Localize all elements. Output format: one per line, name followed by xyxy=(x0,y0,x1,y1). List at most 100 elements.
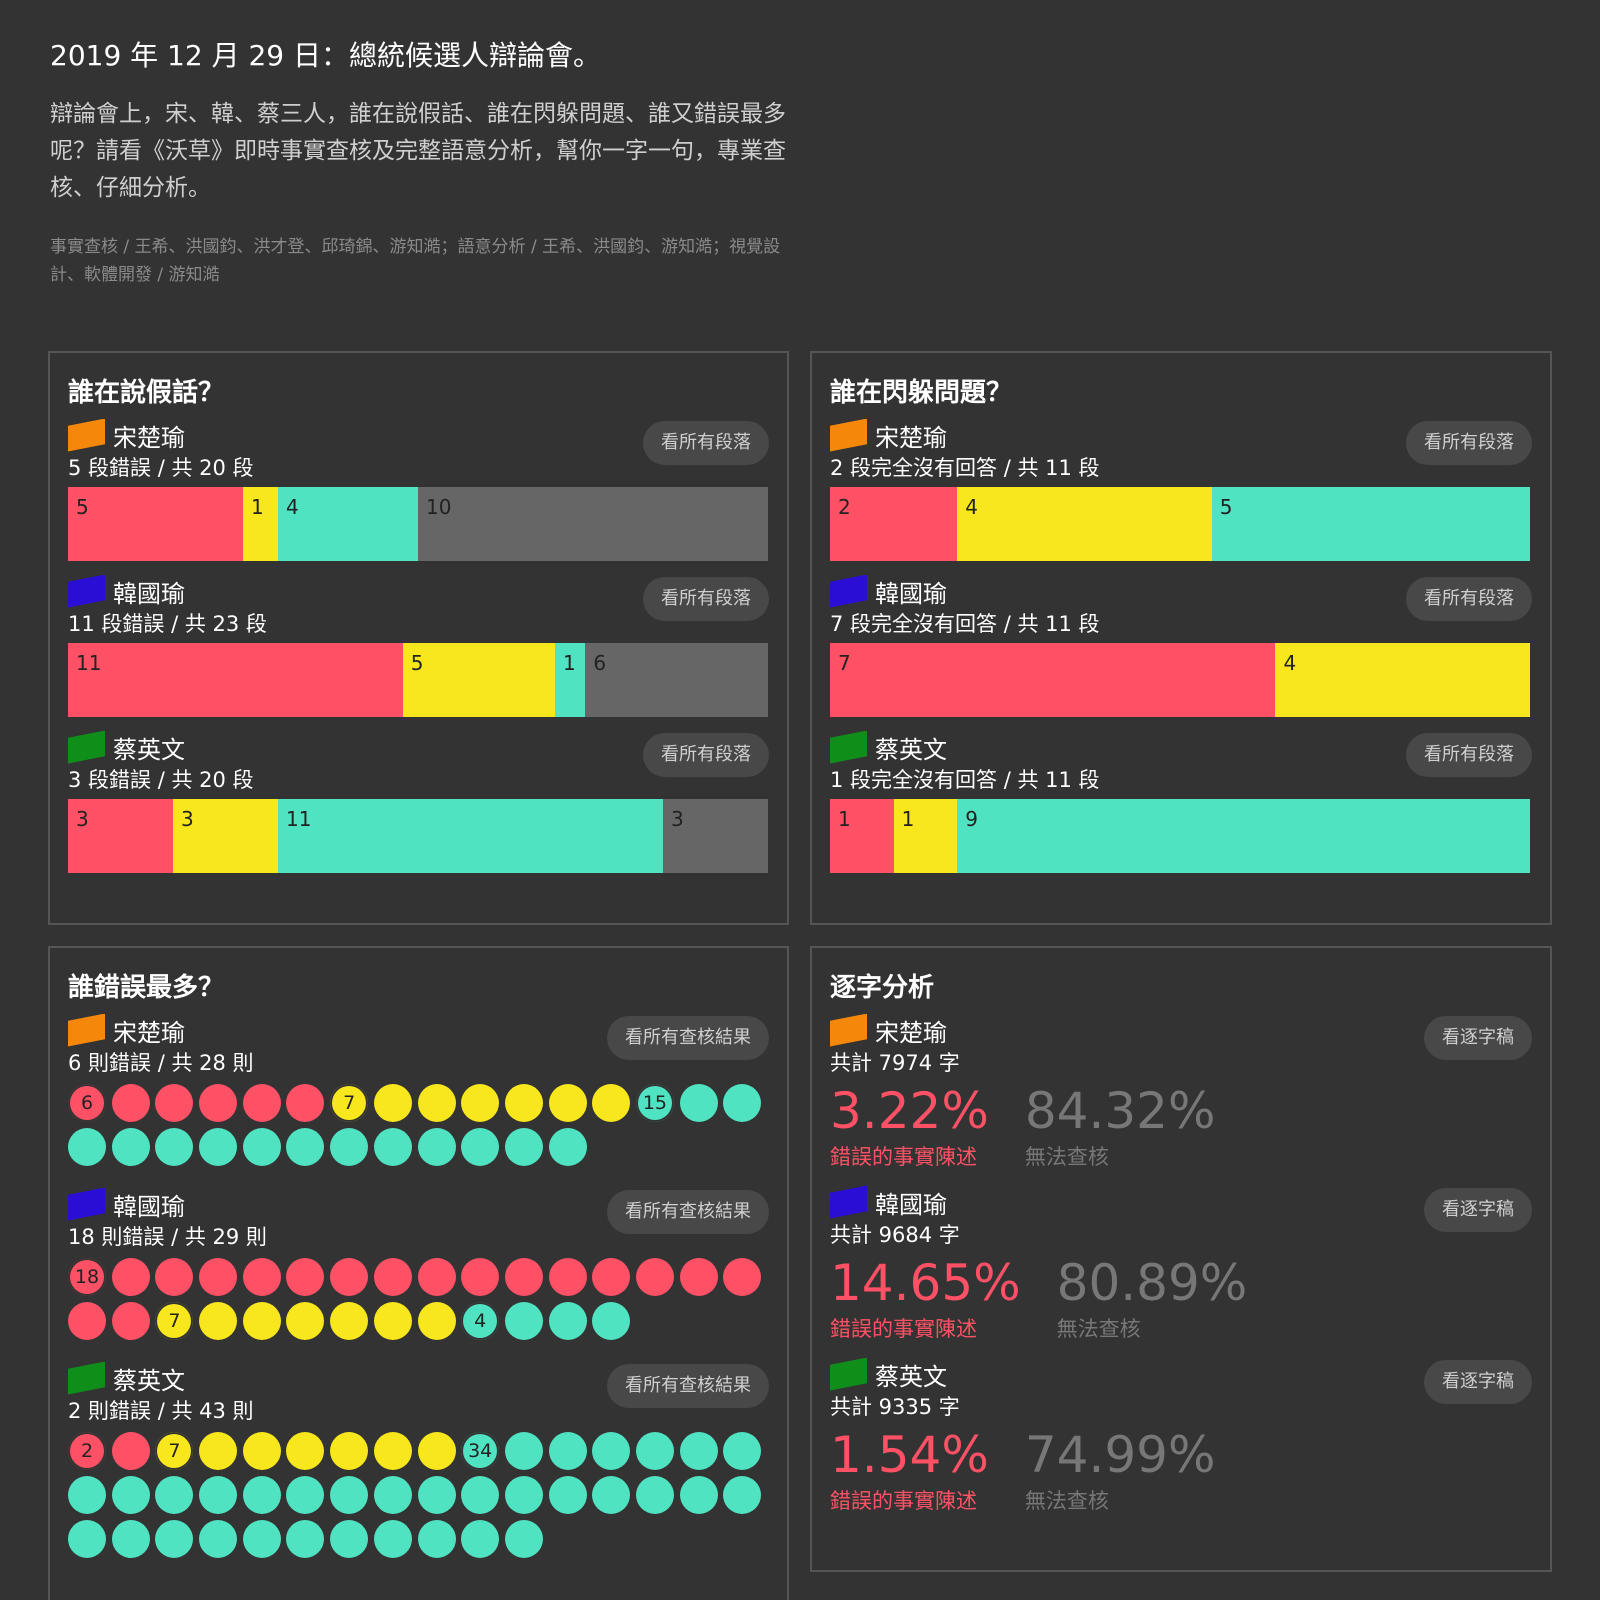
segment-label: 1 xyxy=(901,807,915,831)
dot-yellow xyxy=(373,1432,412,1470)
candidate-block: 宋楚瑜 2 段完全沒有回答 / 共 11 段 看所有段落 2 4 5 xyxy=(830,417,1532,561)
dot-yellow xyxy=(199,1302,238,1340)
dot-red xyxy=(461,1258,500,1296)
error-percentage: 3.22% xyxy=(830,1082,989,1140)
dot-teal xyxy=(242,1476,281,1514)
dot-teal xyxy=(548,1302,587,1340)
word-analysis-panel: 逐字分析 宋楚瑜 共計 7974 字看逐字稿 3.22% 錯誤的事實陳述 84.32% 無… xyxy=(810,946,1552,1572)
flag-icon xyxy=(830,730,867,764)
stacked-bar: 5 1 4 10 xyxy=(68,487,768,561)
dot-yellow xyxy=(417,1302,456,1340)
dot-teal xyxy=(286,1520,325,1558)
dot-yellow xyxy=(461,1084,500,1122)
candidate-header: 韓國瑜 xyxy=(68,1186,769,1222)
dot-teal xyxy=(461,1520,500,1558)
candidate-block: 韓國瑜 共計 9684 字 看逐字稿 14.65% 錯誤的事實陳述 80.89% 無法查核 xyxy=(830,1184,1532,1344)
view-all-button[interactable]: 看逐字稿 xyxy=(1424,1016,1532,1060)
dot-teal xyxy=(635,1432,674,1470)
segment-label: 5 xyxy=(76,495,89,519)
dot-teal xyxy=(199,1476,238,1514)
dot-teal xyxy=(286,1476,325,1514)
view-all-button[interactable]: 看所有段落 xyxy=(643,577,769,621)
dot-teal xyxy=(592,1302,631,1340)
dot-yellow xyxy=(417,1084,456,1122)
segment-label: 1 xyxy=(251,495,264,519)
view-all-button[interactable]: 看所有查核結果 xyxy=(607,1190,769,1234)
unverifiable-percentage: 84.32% xyxy=(1024,1082,1216,1140)
page-title: 2019 年 12 月 29 日：總統候選人辯論會。 xyxy=(50,39,602,72)
dot-teal xyxy=(199,1128,238,1166)
segment-label: 3 xyxy=(671,807,684,831)
candidate-name: 蔡英文 xyxy=(113,735,185,764)
candidate-header: 蔡英文 xyxy=(68,1360,769,1396)
dot-teal xyxy=(723,1476,762,1514)
dot-teal: 34 xyxy=(461,1432,500,1470)
view-all-button[interactable]: 看所有查核結果 xyxy=(607,1364,769,1408)
dot-red xyxy=(330,1258,369,1296)
segment-label: 11 xyxy=(286,807,312,831)
dot-teal xyxy=(155,1128,194,1166)
dot-teal xyxy=(417,1128,456,1166)
dot-red xyxy=(242,1084,281,1122)
candidate-header: 宋楚瑜 xyxy=(830,417,1532,453)
dot-red: 18 xyxy=(68,1258,106,1296)
dot-yellow: 7 xyxy=(155,1432,194,1470)
candidate-block: 韓國瑜 7 段完全沒有回答 / 共 11 段看所有段落 7 4 xyxy=(830,573,1532,717)
bar-segment-yellow: 5 xyxy=(402,643,555,717)
dot-red xyxy=(286,1084,325,1122)
error-stat: 1.54% 錯誤的事實陳述 xyxy=(830,1424,989,1516)
dot-teal xyxy=(504,1520,543,1558)
candidate-block: 蔡英文 1 段完全沒有回答 / 共 11 段 看所有段落 1 1 9 xyxy=(830,729,1532,873)
dot-teal xyxy=(417,1476,456,1514)
errors-panel: 誰錯誤最多？ 宋楚瑜 6 則錯誤 / 共 28 則看所有查核結果 6 7 15 韓國瑜 18… xyxy=(48,946,789,1600)
view-all-button[interactable]: 看所有查核結果 xyxy=(607,1016,769,1060)
view-all-button[interactable]: 看所有段落 xyxy=(1406,577,1532,621)
dot-teal xyxy=(330,1128,369,1166)
dot-teal xyxy=(111,1476,150,1514)
dot-teal xyxy=(111,1128,150,1166)
candidate-header: 宋楚瑜 xyxy=(830,1012,1532,1048)
dot-yellow xyxy=(373,1302,412,1340)
dot-red xyxy=(111,1302,150,1340)
unverifiable-percentage: 80.89% xyxy=(1056,1254,1248,1312)
segment-label: 2 xyxy=(838,495,851,519)
unverifiable-label: 無法查核 xyxy=(1024,1145,1109,1169)
dot-teal xyxy=(330,1476,369,1514)
view-all-button[interactable]: 看逐字稿 xyxy=(1424,1360,1532,1404)
dot-red xyxy=(155,1258,194,1296)
stats-row: 3.22% 錯誤的事實陳述 84.32% 無法查核 xyxy=(830,1080,1532,1172)
intro-text: 辯論會上，宋、韓、蔡三人，誰在說假話、誰在閃躲問題、誰又錯誤最多呢？請看《沃草》… xyxy=(50,101,786,201)
dot-teal xyxy=(461,1476,500,1514)
candidate-block: 蔡英文 2 則錯誤 / 共 43 則 看所有查核結果 2 7 34 xyxy=(68,1360,769,1564)
dot-yellow xyxy=(504,1084,543,1122)
dot-red xyxy=(635,1258,674,1296)
panel-title: 誰錯誤最多？ xyxy=(68,973,225,1003)
panel-title: 誰在閃躲問題？ xyxy=(830,378,1013,408)
candidate-header: 韓國瑜 xyxy=(830,573,1532,609)
dot-teal xyxy=(504,1302,543,1340)
dot-red xyxy=(548,1258,587,1296)
view-all-button[interactable]: 看逐字稿 xyxy=(1424,1188,1532,1232)
view-all-button[interactable]: 看所有段落 xyxy=(643,421,769,465)
flag-icon xyxy=(68,1361,105,1395)
stats-row: 1.54% 錯誤的事實陳述 74.99% 無法查核 xyxy=(830,1424,1532,1516)
segment-label: 3 xyxy=(76,807,89,831)
dot-teal xyxy=(548,1432,587,1470)
candidate-summary: 共計 7974 字 xyxy=(830,1051,960,1075)
segment-label: 1 xyxy=(838,807,851,831)
view-all-button[interactable]: 看所有段落 xyxy=(643,733,769,777)
dot-red: 6 xyxy=(68,1084,106,1122)
candidate-block: 宋楚瑜 共計 7974 字 看逐字稿 3.22% 錯誤的事實陳述 84.32% 無法查核 xyxy=(830,1012,1532,1172)
candidate-block: 蔡英文 共計 9335 字 看逐字稿 1.54% 錯誤的事實陳述 74.99% 無法查核 xyxy=(830,1356,1532,1516)
segment-label: 10 xyxy=(426,495,452,519)
view-all-button[interactable]: 看所有段落 xyxy=(1406,421,1532,465)
candidate-summary: 共計 9335 字 xyxy=(830,1395,960,1419)
candidate-summary: 11 段錯誤 / 共 23 段 xyxy=(68,612,267,636)
candidate-block: 宋楚瑜 6 則錯誤 / 共 28 則 看所有查核結果 6 7 15 xyxy=(68,1012,769,1172)
dot-teal xyxy=(635,1476,674,1514)
flag-icon xyxy=(68,730,105,764)
segment-label: 5 xyxy=(1219,495,1233,519)
dot-red xyxy=(68,1302,106,1340)
candidate-summary: 2 段完全沒有回答 / 共 11 段 xyxy=(830,456,1100,480)
view-all-button[interactable]: 看所有段落 xyxy=(1406,733,1532,777)
